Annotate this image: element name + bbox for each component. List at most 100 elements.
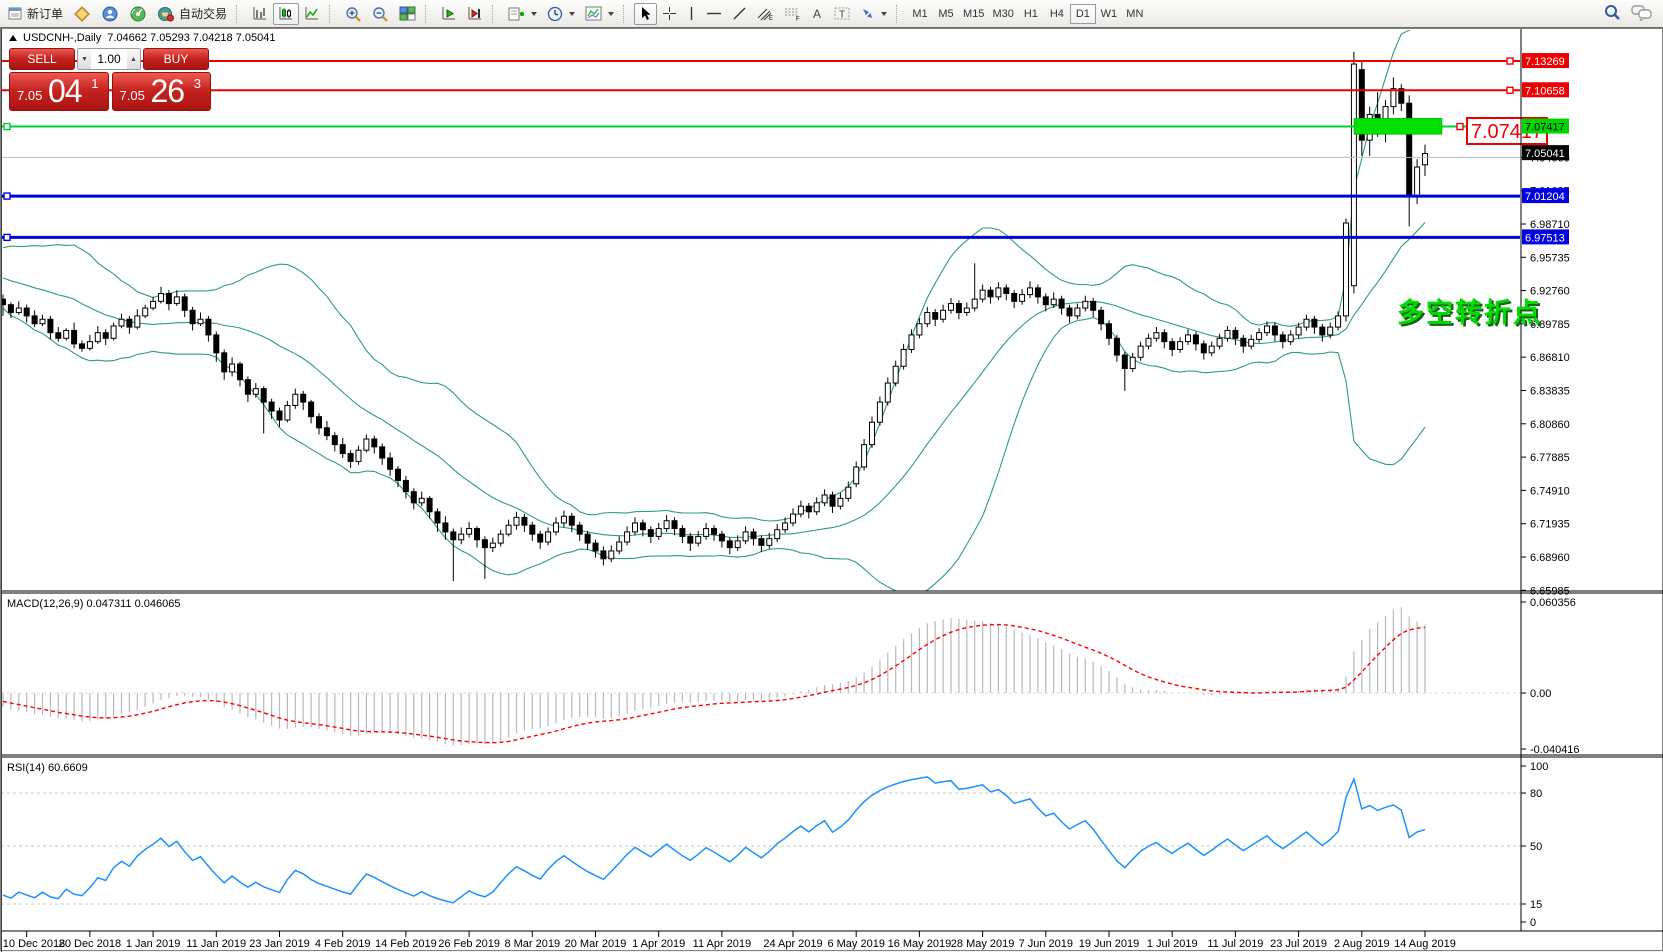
- price-badge-label: 7.01204: [1525, 191, 1565, 203]
- bearish-candle: [47, 318, 54, 334]
- turning-point-annotation[interactable]: 多空转折点: [1397, 298, 1542, 328]
- text-tool-button[interactable]: A: [806, 3, 829, 25]
- sell-button[interactable]: SELL: [9, 48, 75, 70]
- bearish-candle: [126, 318, 133, 328]
- radar-icon: [129, 6, 147, 22]
- date-label: 23 Jan 2019: [249, 938, 310, 950]
- sell-price-tile[interactable]: 7.05 04 1: [9, 72, 109, 111]
- tf-h1-button[interactable]: H1: [1023, 7, 1038, 20]
- auto-trading-button[interactable]: 自动交易: [152, 3, 232, 25]
- navigator-button[interactable]: [96, 3, 124, 25]
- bearish-candle: [55, 332, 62, 339]
- rsi-value: 60.6609: [47, 762, 88, 774]
- horizontal-line-tool-button[interactable]: [701, 3, 727, 25]
- arrows-tool-button[interactable]: [855, 3, 892, 25]
- zoom-out-button[interactable]: [367, 3, 394, 25]
- buy-button[interactable]: BUY: [143, 48, 209, 70]
- bearish-candle: [1279, 334, 1286, 343]
- bullish-candle: [489, 542, 496, 549]
- rsi-pane[interactable]: [1, 776, 1521, 905]
- terminal-button[interactable]: [124, 3, 152, 25]
- search-icon[interactable]: [1604, 4, 1621, 24]
- bearish-candle: [1398, 88, 1405, 104]
- date-label: 23 Jul 2019: [1270, 938, 1327, 950]
- bullish-candle: [948, 303, 954, 311]
- line-handle[interactable]: [1506, 57, 1514, 65]
- line-chart-mode-button[interactable]: [299, 3, 325, 25]
- macd-label: MACD(12,26,9) 0.047311 0.046065: [7, 598, 181, 610]
- indicators-button[interactable]: [503, 3, 542, 25]
- volume-increase-button[interactable]: ▲: [127, 49, 140, 69]
- date-label: 11 Apr 2019: [693, 938, 752, 950]
- templates-button[interactable]: [580, 3, 619, 25]
- bearish-candle: [1090, 300, 1097, 311]
- main-pane[interactable]: [1, 29, 1521, 596]
- macd-pane[interactable]: [1, 607, 1521, 746]
- volume-decrease-button[interactable]: ▼: [78, 49, 91, 69]
- volume-input[interactable]: [91, 49, 127, 69]
- buy-price-tile[interactable]: 7.05 26 3: [111, 72, 211, 111]
- bullish-candle: [995, 287, 1002, 298]
- tf-d1-button[interactable]: D1: [1069, 3, 1096, 24]
- chart-shift-button[interactable]: [462, 3, 488, 25]
- line-handle[interactable]: [3, 233, 11, 242]
- auto-scroll-button[interactable]: [436, 3, 462, 25]
- buy-price-big: 26: [150, 73, 186, 109]
- new-order-button[interactable]: 新订单: [3, 3, 68, 25]
- collapse-triangle-icon[interactable]: [9, 35, 17, 41]
- tile-windows-button[interactable]: [394, 3, 421, 25]
- bullish-candle: [869, 421, 875, 446]
- price-tick-label: 6.83835: [1530, 385, 1570, 397]
- rsi-tick-label: 50: [1530, 841, 1542, 853]
- periods-button[interactable]: [542, 3, 580, 25]
- tf-m30-button[interactable]: M30: [992, 7, 1014, 20]
- tf-m1-button[interactable]: M1: [912, 7, 928, 20]
- tf-w1-button[interactable]: W1: [1100, 7, 1118, 20]
- chat-icon[interactable]: [1631, 4, 1653, 24]
- tf-m15-button[interactable]: M15: [963, 7, 985, 20]
- line-handle[interactable]: [3, 122, 11, 131]
- macd-value-1: 0.047311: [86, 598, 132, 610]
- bearish-candle: [1358, 69, 1365, 141]
- bearish-candle: [331, 435, 338, 446]
- date-label: 14 Feb 2019: [375, 938, 437, 950]
- label-tool-button[interactable]: T: [829, 3, 855, 25]
- trendline-tool-button[interactable]: [727, 3, 752, 25]
- chart-window: USDCNH-,Daily 7.04662 7.05293 7.04218 7.…: [0, 28, 1663, 952]
- bullish-candle: [1185, 334, 1191, 343]
- tf-m5-button[interactable]: M5: [938, 7, 954, 20]
- channel-tool-button[interactable]: E: [752, 3, 779, 25]
- zoom-in-button[interactable]: [340, 3, 367, 25]
- date-label: 7 Jun 2019: [1019, 938, 1073, 950]
- bullish-candle: [1224, 329, 1231, 339]
- bullish-candle: [466, 528, 473, 535]
- market-watch-button[interactable]: [68, 3, 96, 25]
- chart-canvas[interactable]: 7.074177.046607.016856.987106.957356.927…: [1, 29, 1663, 952]
- vertical-line-tool-button[interactable]: [682, 3, 701, 25]
- auto-trading-label: 自动交易: [179, 7, 228, 21]
- tf-mn-button[interactable]: MN: [1126, 7, 1144, 20]
- line-handle[interactable]: [1506, 86, 1514, 94]
- bearish-candle: [316, 416, 322, 429]
- bullish-candle: [916, 323, 923, 336]
- bearish-candle: [592, 542, 599, 552]
- macd-signal-line: [2, 623, 1426, 744]
- crosshair-tool-button[interactable]: [657, 3, 682, 25]
- bullish-candle: [837, 497, 844, 507]
- auto-scroll-icon: [441, 6, 457, 21]
- bearish-candle: [1169, 341, 1176, 350]
- fibonacci-tool-button[interactable]: F: [779, 3, 806, 25]
- highlight-box[interactable]: [1353, 118, 1443, 135]
- cursor-tool-button[interactable]: [634, 2, 658, 25]
- price-tick-label: 6.89785: [1530, 319, 1570, 331]
- bar-chart-mode-button[interactable]: [247, 3, 273, 25]
- candlestick-mode-button[interactable]: [273, 2, 300, 25]
- label-anchor-handle[interactable]: [1456, 122, 1464, 131]
- line-handle[interactable]: [3, 192, 11, 200]
- date-label: 2 Aug 2019: [1334, 938, 1390, 950]
- bullish-candle: [663, 520, 670, 530]
- bullish-candle: [142, 307, 149, 317]
- tf-h4-button[interactable]: H4: [1049, 7, 1064, 20]
- bearish-candle: [1232, 329, 1239, 339]
- bullish-candle: [229, 363, 236, 373]
